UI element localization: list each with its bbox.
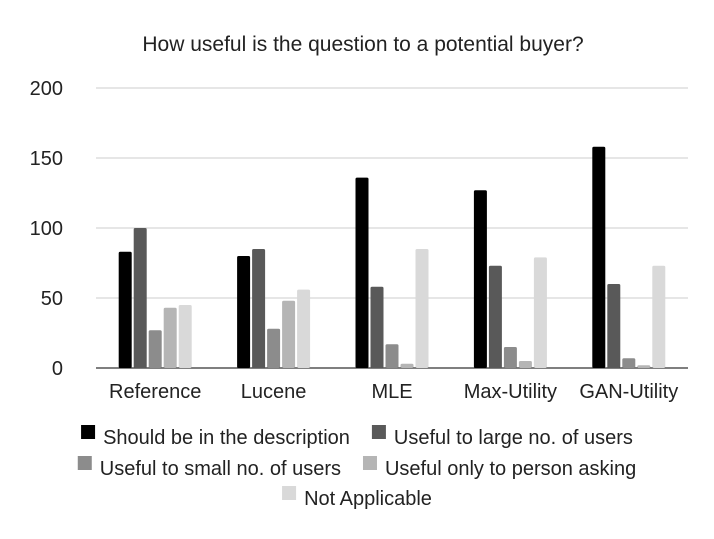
- legend-label: Useful only to person asking: [385, 458, 636, 480]
- legend-label: Useful to small no. of users: [100, 458, 341, 480]
- legend-swatch: [81, 425, 96, 439]
- legend-item: Useful to small no. of users: [77, 456, 341, 480]
- bar: [297, 289, 311, 368]
- bar: [592, 146, 606, 368]
- bar: [503, 347, 517, 368]
- x-axis-ticks: Reference Lucene MLE Max-Utility GAN-Utility: [109, 381, 678, 403]
- bar: [415, 249, 429, 368]
- legend-swatch: [371, 425, 386, 439]
- bar: [118, 251, 132, 368]
- legend-row: Useful to small no. of users Useful only …: [77, 456, 636, 480]
- bar: [267, 328, 281, 368]
- legend-label: Useful to large no. of users: [394, 427, 633, 449]
- x-tick-label: Reference: [109, 381, 201, 403]
- x-tick-label: Lucene: [241, 381, 307, 403]
- y-axis-ticks: 0 50 100 150 200: [30, 78, 63, 380]
- x-tick-label: GAN-Utility: [579, 381, 678, 403]
- chart-title: How useful is the question to a potentia…: [142, 33, 583, 56]
- bar: [533, 257, 547, 368]
- bar: [607, 284, 621, 368]
- bar: [637, 365, 651, 368]
- bar: [518, 361, 532, 368]
- bar: [133, 228, 147, 368]
- bar: [237, 256, 251, 368]
- bar: [400, 363, 414, 368]
- bar: [370, 286, 384, 368]
- legend: Should be in the description Useful to la…: [77, 425, 636, 510]
- bars: [118, 146, 666, 368]
- bar: [385, 344, 399, 368]
- legend-item: Useful to large no. of users: [371, 425, 633, 449]
- bar: [652, 265, 666, 368]
- bar: [488, 265, 502, 368]
- bar: [282, 300, 296, 368]
- legend-swatch: [362, 456, 377, 470]
- bar: [178, 305, 192, 368]
- bar: [163, 307, 177, 368]
- legend-swatch: [77, 456, 92, 470]
- legend-row: Should be in the description Useful to la…: [81, 425, 633, 449]
- legend-swatch: [282, 486, 297, 500]
- legend-item: Not Applicable: [282, 486, 432, 510]
- bar: [355, 177, 369, 368]
- y-tick-label: 150: [30, 148, 63, 170]
- bar: [252, 249, 266, 368]
- x-tick-label: MLE: [371, 381, 412, 403]
- bar: [622, 358, 636, 368]
- legend-row: Not Applicable: [282, 486, 432, 510]
- legend-item: Useful only to person asking: [362, 456, 636, 480]
- y-tick-label: 50: [41, 288, 63, 310]
- y-tick-label: 0: [52, 358, 63, 380]
- legend-label: Should be in the description: [103, 427, 350, 449]
- y-tick-label: 100: [30, 218, 63, 240]
- legend-item: Should be in the description: [81, 425, 350, 449]
- y-tick-label: 200: [30, 78, 63, 100]
- bar: [148, 330, 162, 368]
- legend-label: Not Applicable: [304, 488, 432, 510]
- x-tick-label: Max-Utility: [464, 381, 557, 403]
- bar: [473, 190, 487, 368]
